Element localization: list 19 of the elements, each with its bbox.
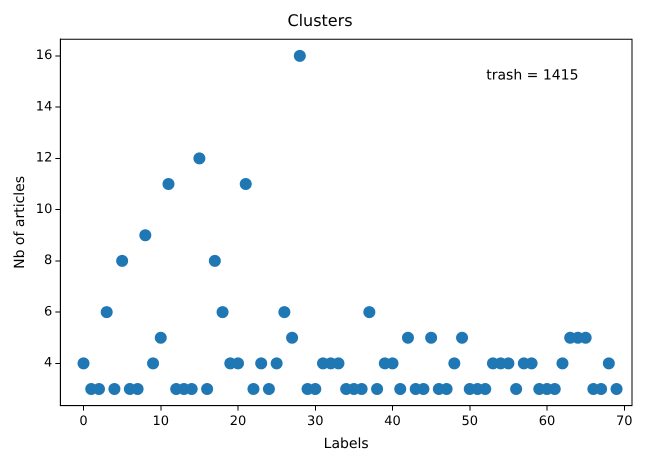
y-axis-title: Nb of articles: [12, 176, 28, 269]
x-axis-title: Labels: [324, 436, 369, 452]
x-tick-label: 30: [306, 414, 324, 429]
y-tick-label: 16: [36, 48, 52, 64]
y-tick-label: 4: [44, 356, 52, 371]
y-tick-label: 12: [36, 150, 52, 166]
annotation: trash = 1415: [486, 67, 578, 84]
y-tick-label: 10: [36, 202, 52, 217]
x-tick-label: 70: [616, 414, 633, 429]
x-tick-label: 50: [462, 414, 478, 429]
x-tick-label: 0: [79, 414, 88, 429]
y-tick-label: 8: [44, 253, 52, 268]
x-tick-label: 10: [152, 414, 170, 429]
y-tick-label: 6: [44, 304, 52, 320]
x-tick-label: 40: [384, 414, 401, 429]
x-tick-label: 20: [230, 414, 246, 429]
y-tick-label: 14: [36, 99, 52, 114]
x-tick-label: 60: [538, 414, 556, 429]
chart-title: Clusters: [287, 10, 353, 30]
